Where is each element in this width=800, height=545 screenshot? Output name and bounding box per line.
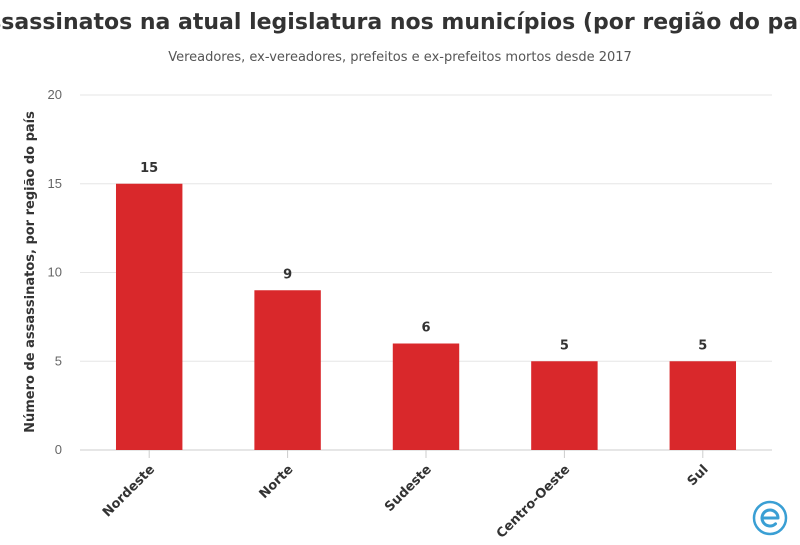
data-label: 15: [140, 161, 158, 176]
gridlines: [80, 94, 772, 451]
bars: [115, 183, 737, 450]
y-tick-label: 20: [48, 87, 62, 102]
bar-centro-oeste: [531, 361, 598, 450]
x-tick-label: Sudeste: [382, 462, 435, 515]
y-axis-label: Número de assassinatos, por região do pa…: [23, 111, 38, 433]
x-tick-label: Sul: [685, 462, 712, 489]
bar-sul: [669, 361, 737, 450]
data-label: 5: [698, 338, 707, 353]
bar-norte: [254, 290, 321, 450]
y-axis-ticks: 0 5 10 15 20: [48, 87, 62, 457]
circle-e-logo-icon: [752, 500, 788, 536]
data-label: 9: [283, 267, 292, 282]
y-tick-label: 15: [48, 176, 62, 191]
chart-subtitle: Vereadores, ex-vereadores, prefeitos e e…: [168, 50, 632, 65]
y-tick-label: 5: [55, 353, 62, 368]
x-axis-ticks: Nordeste Norte Sudeste Centro-Oeste Sul: [100, 450, 712, 542]
y-tick-label: 10: [48, 265, 62, 280]
data-labels: 15 9 6 5 5: [140, 161, 707, 354]
x-tick-label: Nordeste: [100, 462, 158, 520]
bar-sudeste: [392, 343, 460, 450]
data-label: 5: [560, 338, 569, 353]
y-tick-label: 0: [55, 442, 62, 457]
chart-title: Assassinatos na atual legislatura nos mu…: [0, 10, 800, 35]
bar-nordeste: [115, 183, 183, 450]
data-label: 6: [421, 321, 430, 336]
x-tick-label: Centro-Oeste: [494, 462, 573, 541]
x-tick-label: Norte: [257, 462, 297, 502]
